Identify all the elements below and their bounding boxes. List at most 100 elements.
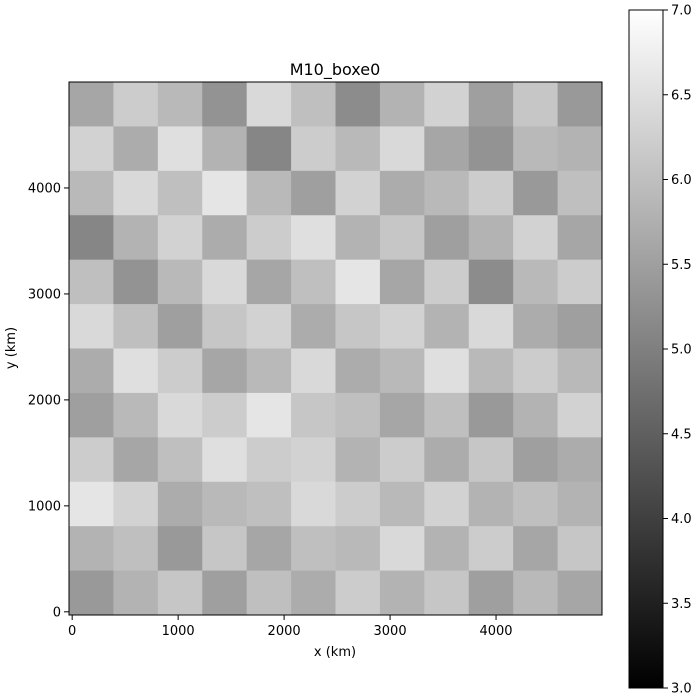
heatmap-cell <box>557 348 602 394</box>
heatmap-cell <box>557 392 602 438</box>
heatmap-cell <box>335 526 381 572</box>
chart-title: M10_boxe0 <box>290 60 381 80</box>
heatmap-cell <box>468 170 514 216</box>
heatmap-cell <box>157 481 203 527</box>
heatmap-cell <box>424 348 470 394</box>
y-tick-label: 2000 <box>28 393 61 408</box>
heatmap-cell <box>113 526 159 572</box>
x-tick-label: 0 <box>68 624 76 639</box>
heatmap-cell <box>335 437 381 483</box>
heatmap-cell <box>335 82 381 128</box>
y-tick-label: 4000 <box>28 181 61 196</box>
heatmap-cell <box>557 437 602 483</box>
heatmap-cell <box>335 304 381 350</box>
heatmap-cell <box>513 170 559 216</box>
heatmap-cell <box>202 570 248 615</box>
heatmap-cell <box>468 215 514 261</box>
heatmap-cell <box>468 304 514 350</box>
heatmap-cell <box>69 259 115 305</box>
heatmap-cell <box>113 348 159 394</box>
plot-area <box>69 82 602 615</box>
heatmap-cell <box>379 215 425 261</box>
heatmap-cell <box>557 526 602 572</box>
heatmap-cell <box>69 170 115 216</box>
heatmap-cell <box>291 82 337 128</box>
heatmap-cell <box>246 570 292 615</box>
heatmap-cell <box>513 348 559 394</box>
heatmap-cell <box>513 481 559 527</box>
colorbar-tick-label: 5.5 <box>671 258 692 273</box>
heatmap-cell <box>424 437 470 483</box>
colorbar-tick-label: 5.0 <box>671 343 692 358</box>
y-tick-label: 1000 <box>28 499 61 514</box>
heatmap-cell <box>379 82 425 128</box>
heatmap-cell <box>424 170 470 216</box>
heatmap-cell <box>291 215 337 261</box>
heatmap-cell <box>379 570 425 615</box>
heatmap-cell <box>246 170 292 216</box>
heatmap-cell <box>113 126 159 172</box>
heatmap-cell <box>69 215 115 261</box>
heatmap-cell <box>246 126 292 172</box>
y-tick-label: 0 <box>53 605 61 620</box>
colorbar-gradient <box>628 9 664 689</box>
colorbar-tick-label: 3.0 <box>671 682 692 697</box>
heatmap-cell <box>291 437 337 483</box>
heatmap-cell <box>513 526 559 572</box>
heatmap-cell <box>202 126 248 172</box>
heatmap-cell <box>246 348 292 394</box>
heatmap-cell <box>113 304 159 350</box>
heatmap-cell <box>113 481 159 527</box>
heatmap-cell <box>335 392 381 438</box>
heatmap-cell <box>379 392 425 438</box>
heatmap-cell <box>157 570 203 615</box>
heatmap-cell <box>113 82 159 128</box>
heatmap-cell <box>291 392 337 438</box>
colorbar-tick-label: 3.5 <box>671 597 692 612</box>
x-tick-label: 2000 <box>268 624 301 639</box>
heatmap-cell <box>202 437 248 483</box>
x-tick-label: 4000 <box>479 624 512 639</box>
heatmap-cell <box>202 215 248 261</box>
heatmap-cell <box>157 304 203 350</box>
heatmap-cell <box>202 82 248 128</box>
heatmap-cell <box>291 481 337 527</box>
heatmap-cell <box>69 481 115 527</box>
heatmap-cell <box>291 526 337 572</box>
heatmap-cell <box>513 304 559 350</box>
heatmap-cell <box>557 215 602 261</box>
heatmap-cell <box>468 392 514 438</box>
heatmap-cell <box>424 126 470 172</box>
colorbar-ticks: 3.0 3.5 4.0 4.5 5.0 5.5 6.0 6.5 7.0 <box>663 4 692 697</box>
y-tick-label: 3000 <box>28 287 61 302</box>
heatmap-cell <box>113 437 159 483</box>
heatmap-cell <box>379 170 425 216</box>
heatmap-cell <box>246 259 292 305</box>
heatmap-cell <box>202 348 248 394</box>
colorbar: 3.0 3.5 4.0 4.5 5.0 5.5 6.0 6.5 7.0 <box>628 4 692 697</box>
heatmap-cell <box>424 526 470 572</box>
heatmap-cell <box>113 570 159 615</box>
heatmap-cell <box>157 437 203 483</box>
heatmap-cell <box>157 170 203 216</box>
heatmap-cell <box>513 82 559 128</box>
heatmap-cell <box>69 348 115 394</box>
heatmap-cell <box>424 304 470 350</box>
heatmap-cell <box>202 392 248 438</box>
heatmap-cell <box>291 304 337 350</box>
heatmap-cell <box>468 348 514 394</box>
colorbar-tick-label: 4.5 <box>671 427 692 442</box>
heatmap-cell <box>335 570 381 615</box>
x-axis-ticks: 0 1000 2000 3000 4000 <box>68 615 513 639</box>
heatmap-cell <box>291 348 337 394</box>
heatmap-cell <box>335 259 381 305</box>
heatmap-cell <box>157 392 203 438</box>
heatmap-cell <box>335 215 381 261</box>
heatmap-cell <box>202 526 248 572</box>
heatmap-cell <box>335 348 381 394</box>
heatmap-cell <box>424 392 470 438</box>
heatmap-cell <box>113 215 159 261</box>
heatmap-cell <box>424 215 470 261</box>
heatmap-cell <box>513 126 559 172</box>
heatmap-cell <box>424 570 470 615</box>
